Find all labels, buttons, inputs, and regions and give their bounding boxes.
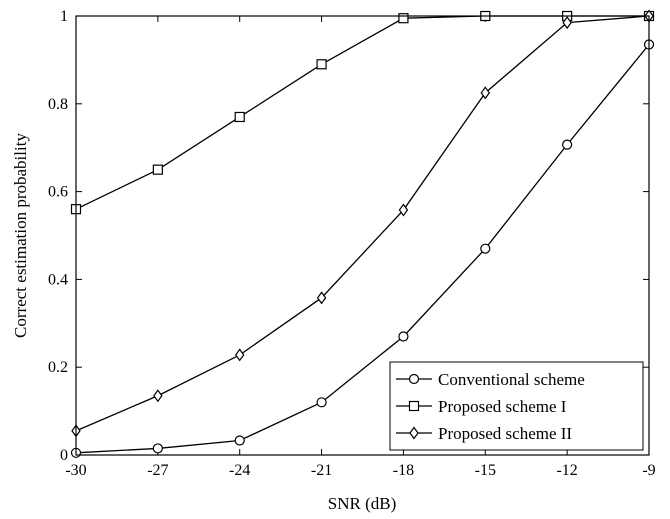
- data-point: [480, 243, 491, 254]
- x-tick-label: -18: [393, 462, 414, 479]
- data-point: [562, 139, 573, 150]
- data-point: [398, 331, 409, 342]
- y-tick-label: 0: [60, 447, 68, 464]
- y-tick-label: 1: [60, 8, 68, 25]
- legend-marker: [409, 426, 419, 440]
- legend-box: [389, 361, 644, 451]
- x-tick-label: -27: [147, 462, 168, 479]
- data-point: [234, 111, 245, 123]
- legend-label: Proposed scheme II: [438, 424, 572, 443]
- data-point: [316, 397, 327, 408]
- plot-frame: [75, 15, 650, 456]
- data-point: [316, 59, 327, 70]
- x-tick-label: -12: [556, 462, 577, 479]
- legend-label: Conventional scheme: [438, 370, 585, 389]
- y-tick-label: 0.4: [48, 271, 68, 288]
- x-axis-label: SNR (dB): [328, 494, 396, 513]
- legend-marker: [408, 373, 420, 385]
- legend: Conventional scheme Proposed scheme I Prop…: [389, 361, 644, 451]
- x-tick-label: -9: [642, 462, 655, 479]
- legend-label: Proposed scheme I: [438, 397, 567, 416]
- data-point: [316, 291, 327, 305]
- data-point: [398, 13, 409, 24]
- data-point: [480, 86, 491, 100]
- x-tick-label: -21: [311, 462, 332, 479]
- data-point: [153, 389, 163, 403]
- data-point: [398, 203, 409, 217]
- legend-marker: [408, 400, 420, 412]
- x-tick-label: -30: [65, 462, 86, 479]
- legend-item: Proposed scheme I: [396, 397, 567, 416]
- legend-item: Proposed scheme II: [396, 424, 572, 443]
- y-tick-label: 0.8: [48, 96, 68, 113]
- y-axis-label: Correct estimation probability: [11, 133, 30, 338]
- y-tick-label: 0.2: [48, 359, 68, 376]
- x-tick-label: -24: [229, 462, 250, 479]
- data-point: [152, 443, 163, 454]
- series-line: [75, 15, 650, 432]
- y-tick-label: 0.6: [48, 184, 68, 201]
- series-diamond: [71, 9, 654, 438]
- legend-item: Conventional scheme: [396, 370, 585, 389]
- axis-ticks: -30 -27 -24 -21 -18 -15 -12 -9 0 0.2 0.4 0.6 0.8 1: [48, 8, 656, 479]
- data-point: [234, 435, 245, 446]
- data-point: [234, 348, 245, 362]
- series-square: [70, 10, 655, 215]
- series-line: [75, 44, 650, 454]
- data-point: [562, 16, 572, 30]
- series-circle: [70, 39, 655, 458]
- x-tick-label: -15: [475, 462, 496, 479]
- series-line: [75, 15, 649, 210]
- data-point: [152, 164, 163, 175]
